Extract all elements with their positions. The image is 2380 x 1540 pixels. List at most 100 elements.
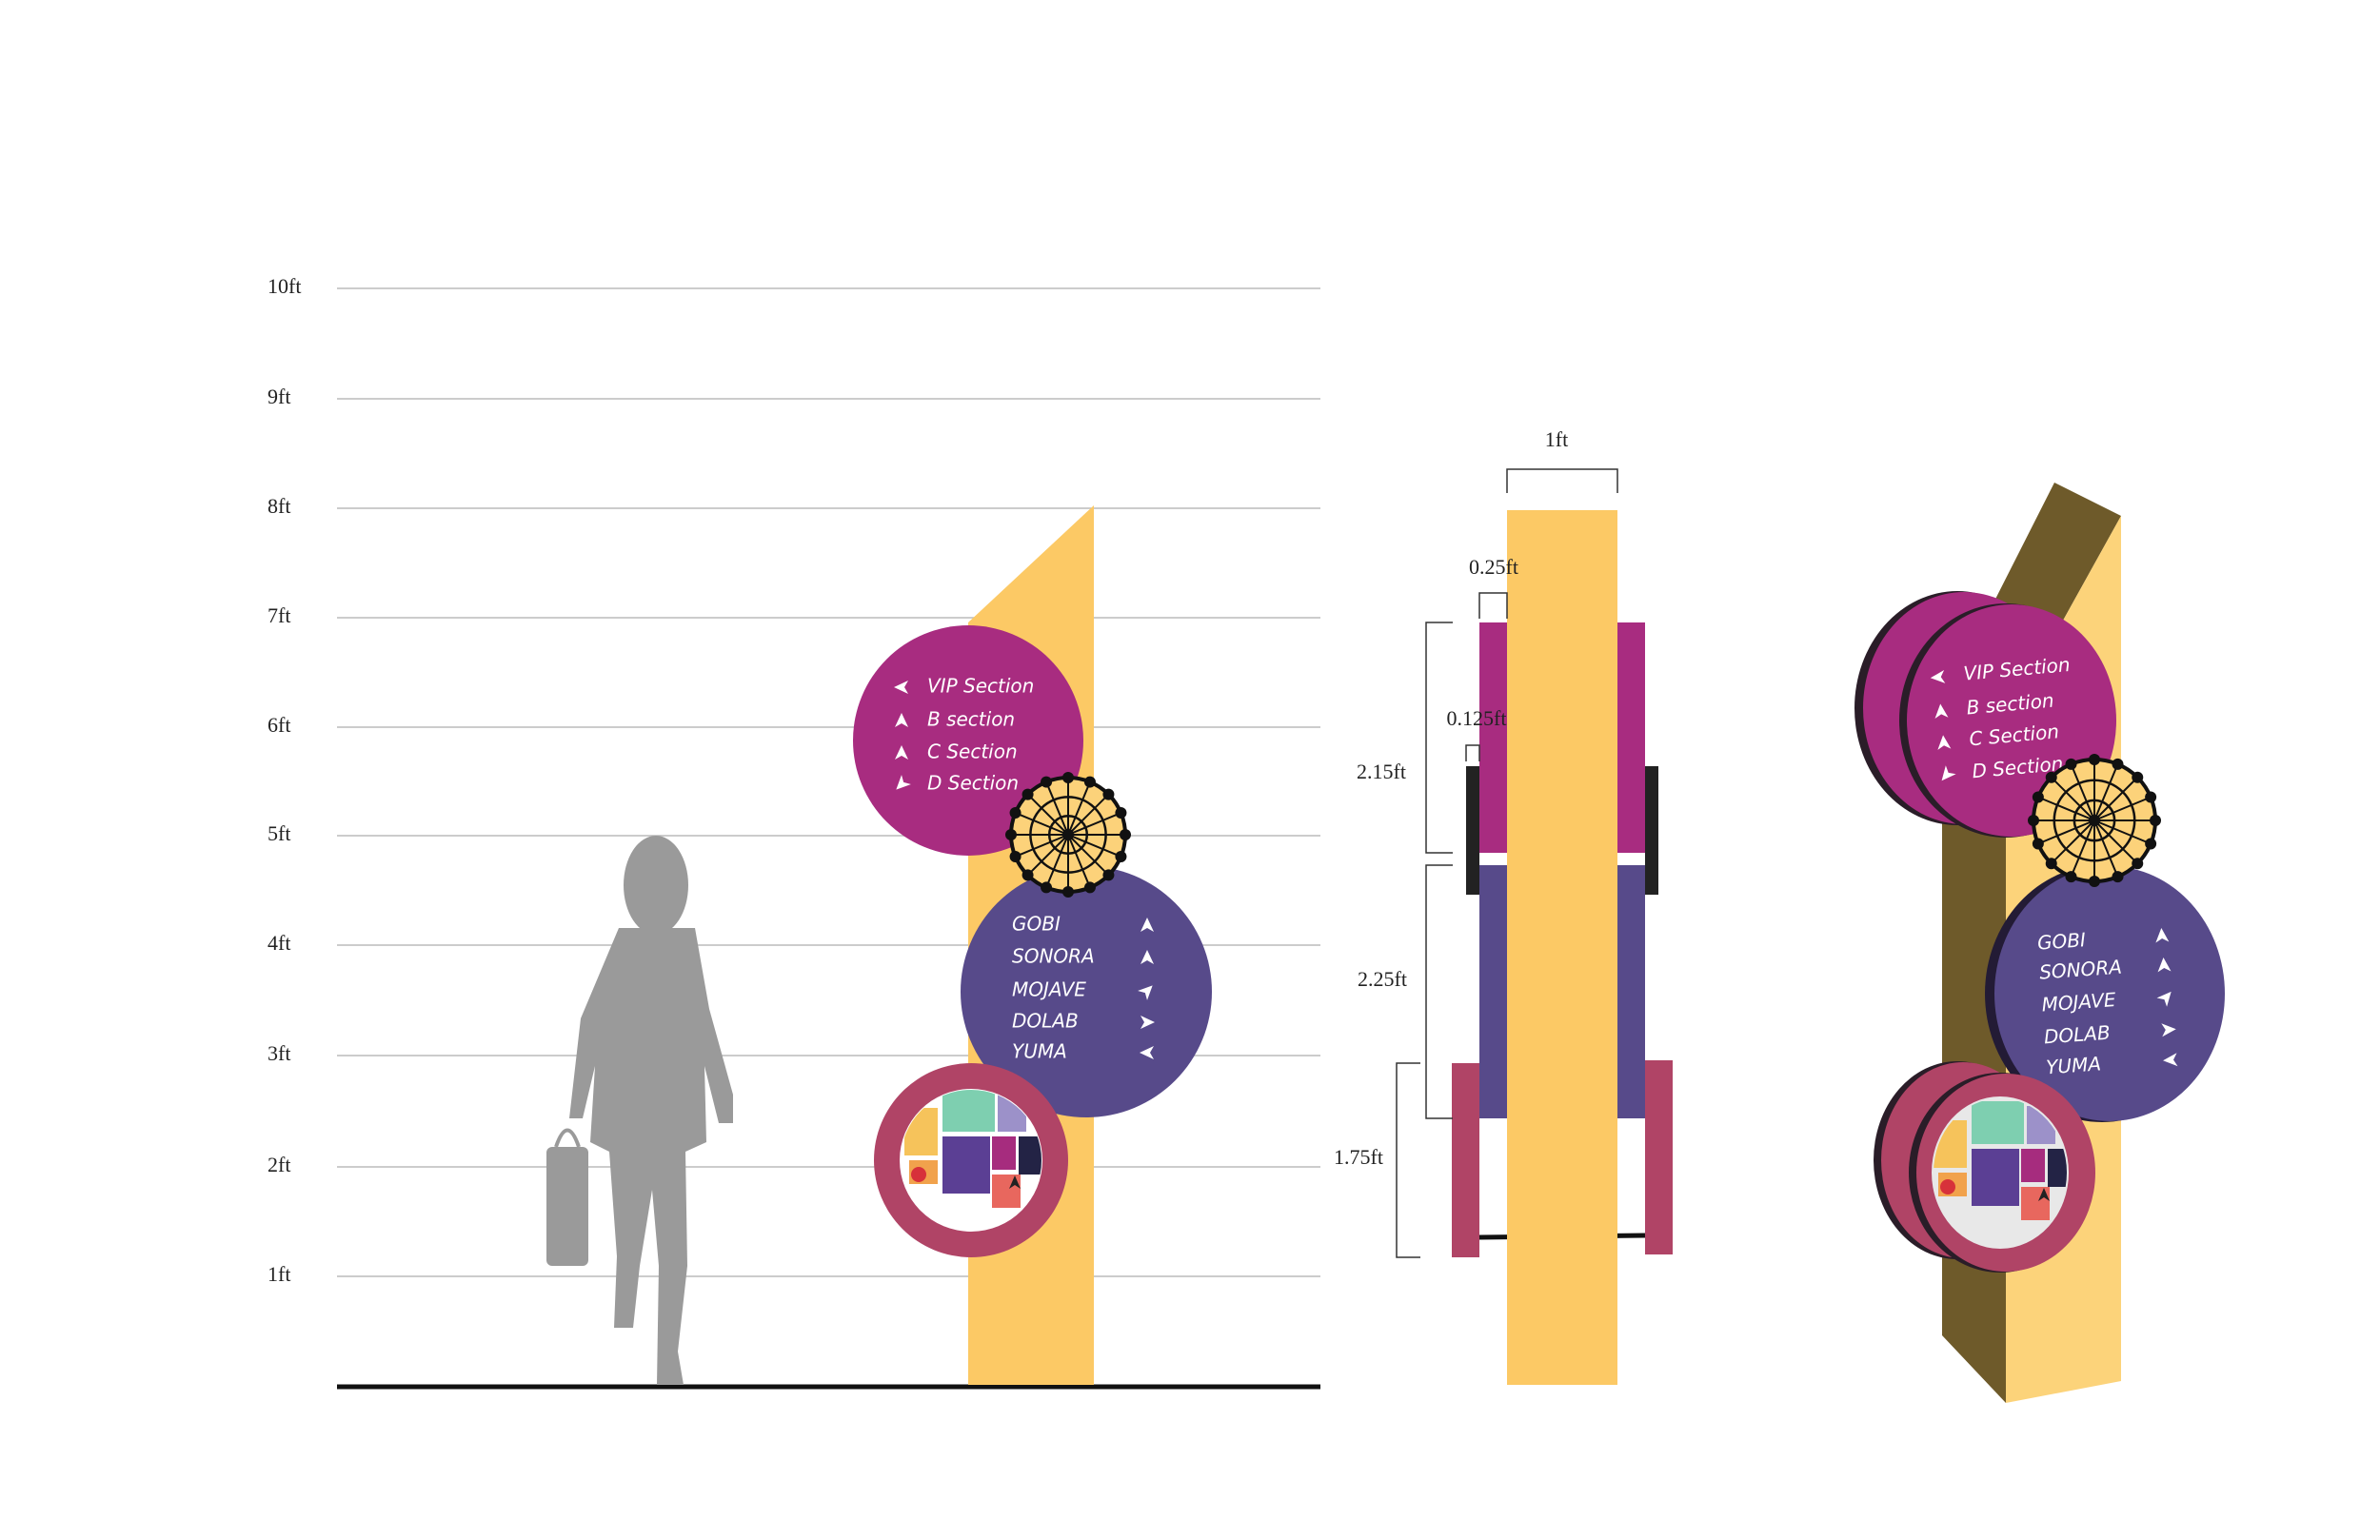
wheel-cabin [2145,791,2157,803]
wheel-spoke [2093,819,2152,845]
wheel-cabin [1083,881,1096,894]
wheel-cabin [1115,850,1127,862]
arrow-icon [894,681,908,694]
wheel-cabin [1083,776,1096,788]
wheel-cabin [2150,815,2161,826]
wheel-cabin [2112,758,2124,770]
wheel-cabin [2045,771,2057,783]
wheel-cabin [2065,758,2077,770]
wheel-cabin [1120,829,1131,840]
wheel-spoke [2070,819,2095,878]
wheel-cabin [1115,807,1127,819]
arrow-icon [1140,1016,1155,1029]
dimension-label: 0.25ft [1469,555,1518,579]
wheel-cabin [1005,829,1017,840]
wheel-spoke [1067,834,1110,877]
wheel-spoke [1045,781,1069,836]
wheel-cabin [2032,838,2044,850]
scale-label: 2ft [268,1153,290,1176]
wheel-spoke [2093,777,2138,821]
wheel-spoke [1067,812,1121,836]
scale-label: 1ft [268,1262,290,1286]
side-elevation: 1ft 0.25ft 0.125ft 2.15ft 2.25ft 1.75ft [1334,427,1673,1385]
sign-text: YUMA [1012,1040,1067,1063]
sign-text: GOBI [2036,928,2087,954]
wheel-spoke [1045,834,1069,888]
dimension-label: 0.125ft [1447,706,1507,730]
wheel-spoke [1026,793,1069,836]
scale-label: 4ft [268,931,290,955]
arrow-icon [2156,991,2172,1007]
dimension-bracket [1425,864,1453,1119]
dimension-bracket [1396,1062,1420,1258]
sign-text: VIP Section [927,675,1034,698]
wheel-cabin [1062,886,1074,898]
wheel-spoke [2093,796,2152,821]
scale-label: 5ft [268,821,290,845]
wheel-cabin [2145,838,2157,850]
wheel-cabin [1021,788,1034,800]
sign-text: C Section [927,740,1018,763]
wheel-spoke [2037,796,2095,821]
wheel-cabin [1102,869,1115,881]
wheel-spoke [2093,819,2138,864]
pillar [1507,510,1617,1385]
arrow-icon [895,745,908,760]
arrow-icon [1941,765,1956,781]
wheel-cabin [2045,858,2057,870]
bottom-panel [1452,1063,1479,1257]
bar [1645,766,1658,895]
wheel-spoke [1067,834,1121,858]
sign-text: SONORA [1012,945,1095,968]
arrow-icon [1934,703,1949,720]
scale-label: 6ft [268,713,290,737]
arrow-icon [1140,918,1154,932]
arrow-icon [1140,950,1154,964]
wheel-hub [2089,815,2100,826]
wheel-cabin [1009,807,1021,819]
arrow-icon [895,713,908,727]
arrow-icon [1930,669,1946,683]
arrow-icon [2157,957,2172,973]
scale-label: 8ft [268,494,290,518]
wheel-spoke [1067,793,1110,836]
arrow-icon [2163,1053,2178,1067]
sign-text: GOBI [1012,913,1061,936]
arrow-icon [1140,1046,1154,1059]
wheel-hub [1062,829,1074,840]
dimension-label: 2.15ft [1357,760,1406,783]
ferris-wheel [2028,754,2161,887]
arrow-icon [2155,928,2170,943]
dimension-bracket [1425,622,1453,854]
wheel-cabin [2112,871,2124,883]
scale-label: 3ft [268,1041,290,1065]
wheel-cabin [2089,876,2100,887]
wheel-spoke [2051,819,2095,864]
height-scale: 10ft 9ft 8ft 7ft 6ft 5ft 4ft 3ft 2ft 1ft [268,274,1320,1286]
front-elevation: VIP Section B section C Section D Section G… [853,505,1212,1385]
wheel-cabin [1041,776,1053,788]
wheel-spoke [1026,834,1069,877]
sign-text: DOLAB [2043,1021,2111,1049]
dimension-label: 1.75ft [1334,1145,1383,1169]
wheel-cabin [2132,858,2144,870]
scale-label: 7ft [268,603,290,627]
wheel-cabin [1102,788,1115,800]
dimension-bracket [1465,744,1480,761]
arrow-icon [1937,735,1952,750]
wheel-cabin [1062,772,1074,783]
dimension-bracket [1506,468,1618,493]
bar [1466,766,1479,895]
sign-text: B section [927,708,1015,731]
arrow-icon [2161,1023,2176,1037]
person-silhouette [546,836,733,1385]
wheel-cabin [1041,881,1053,894]
wheel-spoke [1015,834,1069,858]
wheel-spoke [2037,819,2095,845]
wheel-spoke [1067,834,1091,888]
wheel-spoke [2070,763,2095,821]
